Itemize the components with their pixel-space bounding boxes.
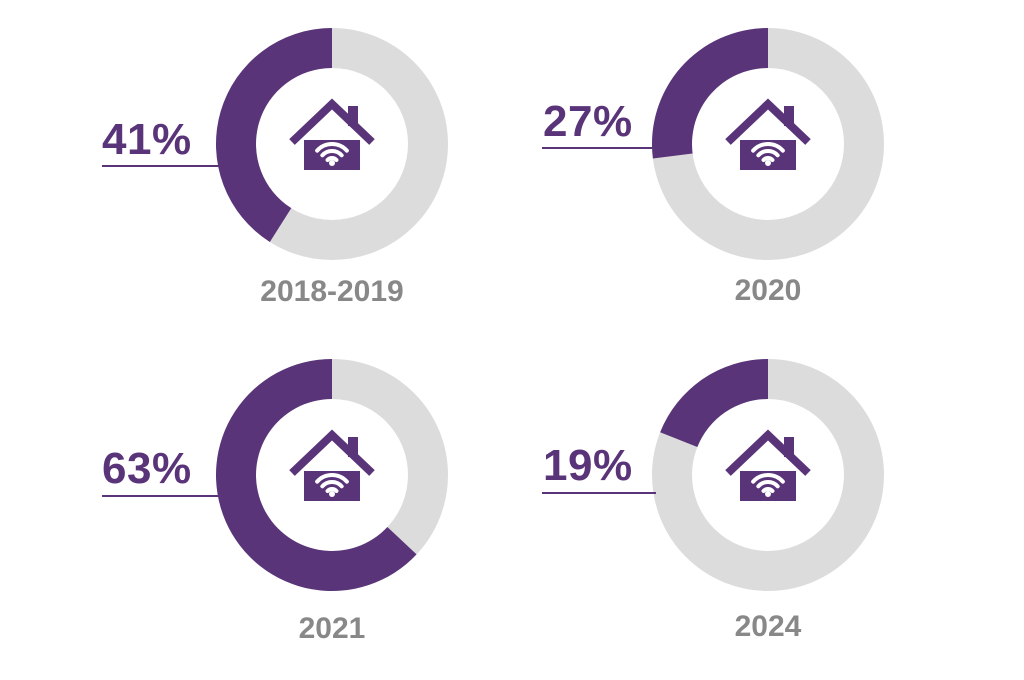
donut-svg xyxy=(216,359,448,591)
donut-svg xyxy=(652,359,884,591)
category-label: 2021 xyxy=(298,612,366,645)
donut-slice-2024 xyxy=(660,359,768,448)
value-underline xyxy=(542,147,656,149)
category-label: 2018-2019 xyxy=(260,275,404,308)
donut-svg xyxy=(216,28,448,260)
donut-slice-2018-2019 xyxy=(216,28,332,242)
donut-slice-2021 xyxy=(216,359,417,591)
value-label: 41% xyxy=(102,115,192,164)
value-underline xyxy=(542,492,656,494)
smart-home-wifi-icon xyxy=(725,98,811,170)
smart-home-wifi-icon xyxy=(289,98,375,170)
value-label: 63% xyxy=(102,444,192,493)
smart-home-wifi-icon xyxy=(289,429,375,501)
category-label: 2020 xyxy=(734,274,802,307)
value-underline xyxy=(102,165,220,167)
donut-slice-2020 xyxy=(652,28,768,159)
smart-home-wifi-icon xyxy=(725,429,811,501)
category-label: 2024 xyxy=(734,610,802,643)
value-label: 19% xyxy=(543,441,633,490)
donut-svg xyxy=(652,28,884,260)
value-label: 27% xyxy=(543,97,633,146)
value-underline xyxy=(102,495,220,497)
